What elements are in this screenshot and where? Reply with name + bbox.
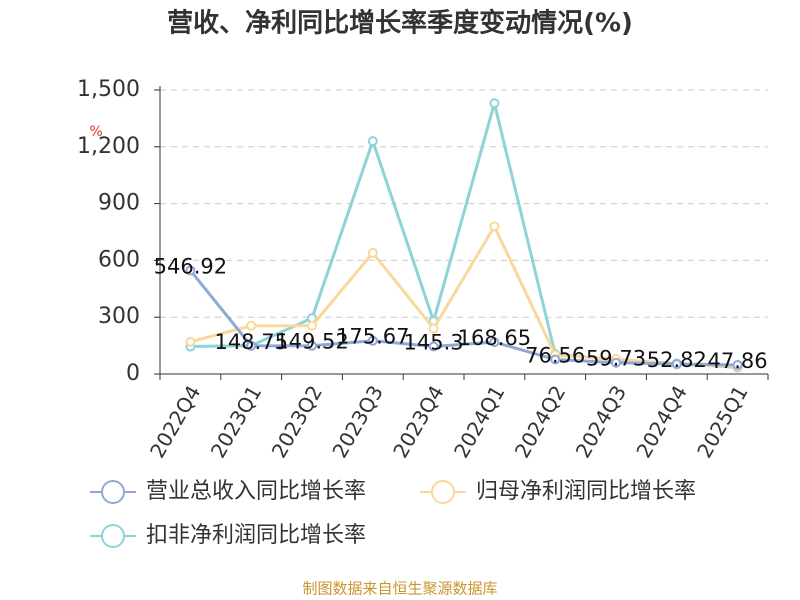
data-point	[489, 337, 500, 348]
y-tick-label: 1,200	[77, 134, 140, 159]
x-tick-label: 2024Q2	[510, 381, 570, 462]
x-tick-label: 2023Q4	[388, 381, 448, 462]
data-label: 47.86	[708, 349, 768, 373]
data-point	[611, 357, 621, 368]
data-label: 59.73	[586, 347, 646, 371]
data-label: 52.82	[647, 348, 707, 372]
data-point	[428, 341, 439, 352]
data-point	[489, 221, 500, 232]
data-label: 149.52	[275, 330, 348, 354]
data-point	[246, 340, 257, 351]
data-point	[367, 247, 378, 258]
x-tick-label: 2024Q1	[449, 381, 509, 462]
legend-label[interactable]: 营业总收入同比增长率	[146, 479, 366, 504]
x-tick-label: 2024Q4	[631, 381, 691, 462]
data-point	[367, 136, 378, 147]
source-note: 制图数据来自恒生聚源数据库	[302, 580, 497, 598]
data-point	[732, 359, 743, 370]
data-point	[489, 98, 500, 109]
y-tick-label: 0	[126, 361, 140, 386]
series-line	[190, 223, 738, 368]
y-tick-label: 1,500	[77, 77, 140, 102]
y-tick-label: 300	[98, 304, 140, 329]
x-tick-label: 2022Q4	[145, 381, 205, 462]
data-point	[550, 354, 561, 365]
y-tick-label: 600	[98, 247, 140, 272]
data-point	[185, 265, 196, 276]
legend-marker[interactable]	[431, 480, 455, 504]
data-point	[307, 320, 317, 331]
x-tick-label: 2025Q1	[692, 381, 752, 462]
legend-marker[interactable]	[101, 524, 125, 548]
data-label: 145.3	[404, 330, 464, 354]
x-tick-label: 2023Q3	[327, 381, 387, 462]
legend-label[interactable]: 归母净利润同比增长率	[476, 479, 696, 504]
x-tick-label: 2023Q1	[206, 381, 266, 462]
data-label: 76.56	[525, 344, 585, 368]
data-point	[307, 340, 317, 351]
data-point	[367, 335, 378, 346]
data-label: 148.75	[214, 330, 287, 354]
data-label: 175.67	[336, 325, 409, 349]
legend-marker[interactable]	[101, 480, 125, 504]
y-unit: %	[89, 124, 102, 140]
x-tick-label: 2023Q2	[267, 381, 327, 462]
data-point	[428, 323, 439, 334]
data-point	[246, 320, 257, 331]
data-label: 546.92	[154, 254, 227, 278]
x-tick-label: 2024Q3	[571, 381, 631, 462]
legend-label[interactable]: 扣非净利润同比增长率	[146, 523, 366, 548]
data-point	[671, 358, 682, 369]
chart-title: 营收、净利同比增长率季度变动情况(%)	[167, 8, 633, 39]
y-tick-label: 900	[98, 191, 140, 216]
data-label: 168.65	[458, 326, 531, 350]
data-point	[185, 336, 196, 347]
series-line	[189, 269, 738, 367]
